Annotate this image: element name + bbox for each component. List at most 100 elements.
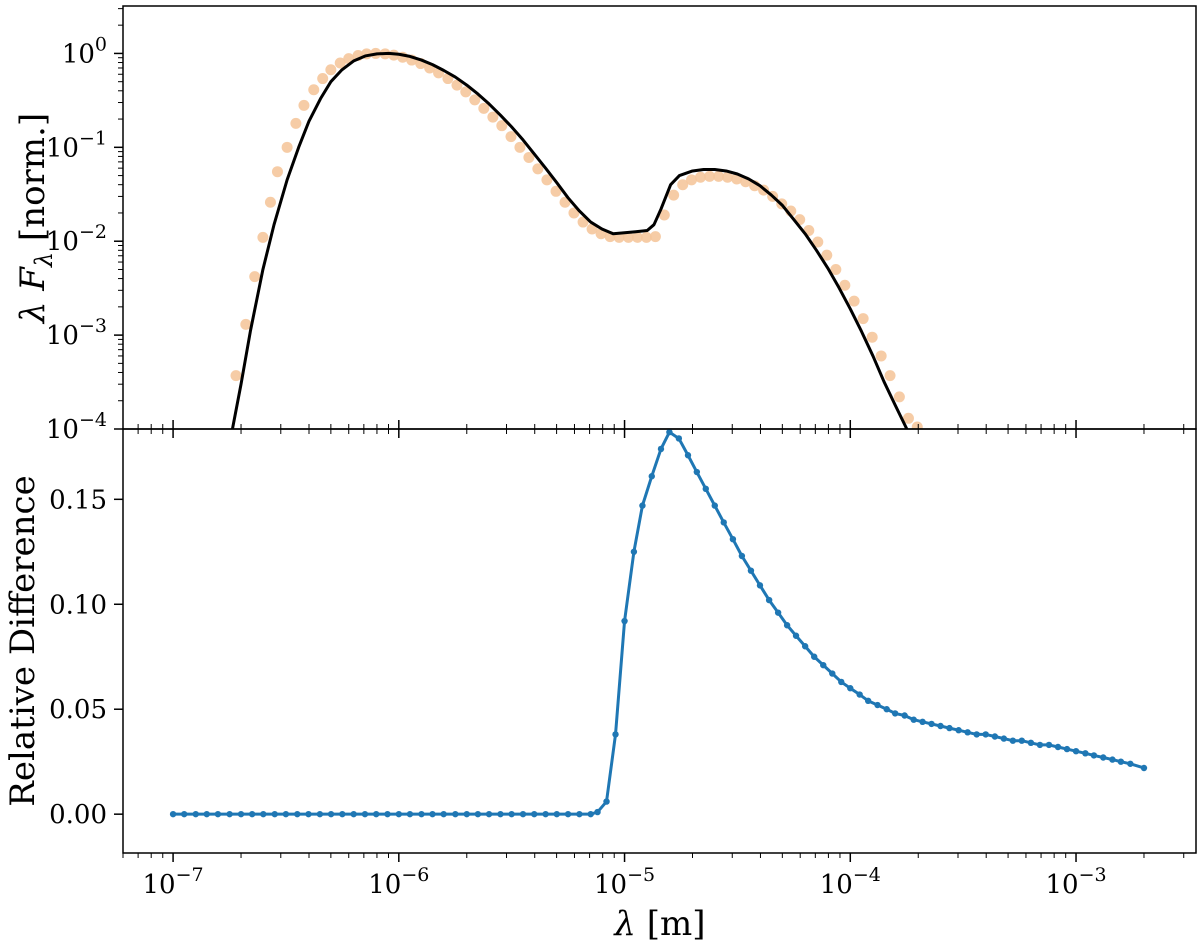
data-marker xyxy=(893,391,905,403)
data-marker xyxy=(848,295,860,307)
data-point xyxy=(1100,754,1107,761)
data-point xyxy=(203,810,210,818)
data-marker xyxy=(487,111,499,123)
data-point xyxy=(226,810,233,818)
top-y-ticks: 100 10−1 10−2 10−3 10−4 xyxy=(46,8,1185,445)
data-marker xyxy=(686,174,698,186)
data-point xyxy=(169,810,177,818)
y-tick-label: 10−2 xyxy=(46,221,107,257)
data-marker xyxy=(911,421,923,429)
data-marker xyxy=(713,170,725,182)
y-tick-label: 100 xyxy=(62,33,107,69)
data-point xyxy=(1063,745,1071,753)
data-point xyxy=(847,685,854,692)
data-point xyxy=(630,548,638,555)
data-marker xyxy=(532,163,544,175)
data-point xyxy=(1036,741,1044,749)
model-line xyxy=(230,51,909,429)
y-tick-label: 0.05 xyxy=(49,695,107,725)
bottom-axes-frame xyxy=(122,428,1197,854)
data-point xyxy=(395,810,403,818)
relative-difference-line xyxy=(173,430,1145,816)
data-point xyxy=(542,810,549,818)
data-point xyxy=(260,810,267,818)
data-marker xyxy=(469,94,481,106)
data-point xyxy=(214,810,222,818)
data-point xyxy=(463,810,470,818)
data-point xyxy=(519,810,527,818)
data-point xyxy=(440,810,447,818)
data-marker xyxy=(857,313,869,325)
data-marker xyxy=(812,236,824,248)
data-marker xyxy=(821,249,833,261)
data-marker xyxy=(884,370,896,382)
data-marker xyxy=(550,185,562,197)
data-point xyxy=(657,445,665,453)
data-point xyxy=(720,519,727,526)
x-tick-label: 10−7 xyxy=(143,864,204,900)
data-point xyxy=(973,731,980,738)
data-point xyxy=(756,582,764,589)
data-point xyxy=(350,810,357,818)
data-marker xyxy=(290,117,302,129)
data-point xyxy=(1090,752,1098,759)
data-marker xyxy=(257,231,269,243)
data-point xyxy=(429,810,436,818)
data-point xyxy=(1140,764,1148,772)
data-marker xyxy=(839,279,851,291)
data-point xyxy=(1082,750,1089,757)
data-marker xyxy=(622,231,634,243)
data-marker xyxy=(317,73,329,85)
data-point xyxy=(711,502,718,509)
data-point xyxy=(485,810,493,818)
data-marker xyxy=(478,102,490,114)
data-point xyxy=(1045,741,1053,749)
data-point xyxy=(361,810,369,818)
y-tick-label: 0.10 xyxy=(49,590,107,620)
data-marker xyxy=(325,64,337,76)
data-marker xyxy=(230,370,242,382)
data-point xyxy=(1054,743,1062,751)
data-marker xyxy=(677,179,689,191)
top-y-axis-label: λ Fλ [norm.] xyxy=(13,113,58,325)
data-point xyxy=(418,810,425,818)
data-point xyxy=(474,810,482,818)
data-marker xyxy=(523,151,535,163)
y-tick-label: 0.15 xyxy=(49,485,107,515)
data-point xyxy=(946,724,953,732)
data-point xyxy=(406,810,414,818)
data-marker xyxy=(505,131,517,143)
data-point xyxy=(1117,758,1125,765)
top-plot-area xyxy=(230,47,923,429)
data-point xyxy=(564,810,572,818)
y-tick-label: 0.00 xyxy=(49,800,107,830)
data-marker xyxy=(704,170,716,182)
bottom-panel: 0.00 0.05 0.10 0.15 10−7 10−6 10−5 10−4 10−3 Re… xyxy=(3,428,1197,944)
data-point xyxy=(282,810,290,818)
data-point xyxy=(1018,737,1025,744)
data-marker xyxy=(722,171,734,183)
data-point xyxy=(553,810,560,818)
data-point xyxy=(792,632,800,639)
data-marker xyxy=(249,271,261,283)
data-point xyxy=(594,808,601,816)
data-point xyxy=(982,731,989,738)
data-marker xyxy=(308,84,320,96)
x-tick-label: 10−3 xyxy=(1045,864,1106,900)
data-marker xyxy=(568,207,580,219)
data-point xyxy=(901,712,908,719)
data-point xyxy=(180,810,188,818)
data-marker xyxy=(514,141,526,153)
x-tick-label: 10−6 xyxy=(368,864,429,900)
x-tick-label: 10−5 xyxy=(594,864,655,900)
data-point xyxy=(339,810,346,818)
data-point xyxy=(820,661,827,669)
data-marker xyxy=(496,120,508,132)
data-point xyxy=(702,485,709,493)
data-point xyxy=(576,810,583,818)
data-point xyxy=(991,733,999,740)
bottom-plot-area xyxy=(169,429,1148,818)
x-axis-label: λ [m] xyxy=(612,904,705,944)
data-point xyxy=(452,810,459,818)
data-point xyxy=(864,697,872,705)
